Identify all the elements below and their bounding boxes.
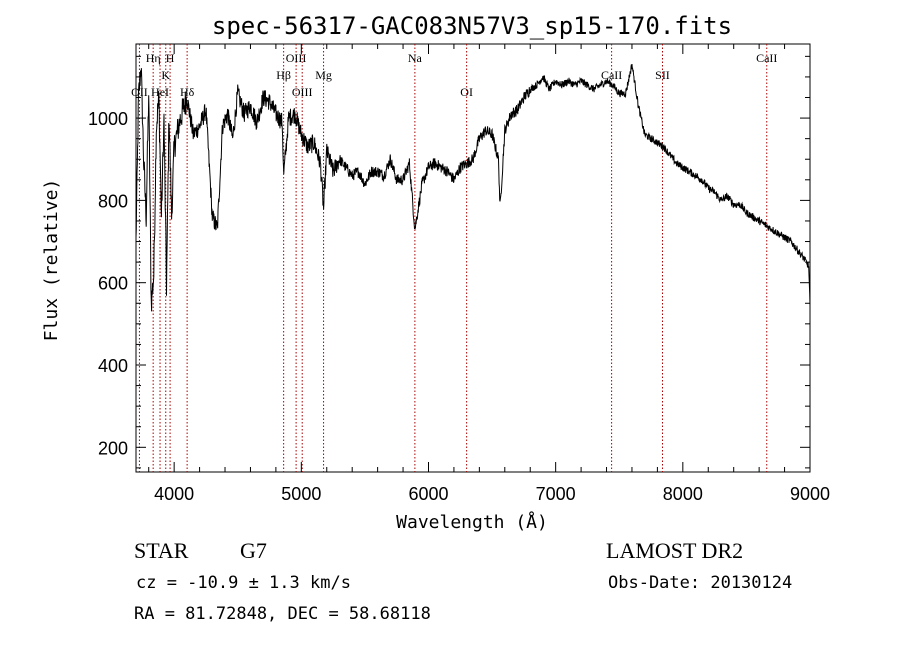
spectral-line-label: K: [161, 68, 170, 82]
x-tick-label: 5000: [281, 484, 321, 504]
spectral-line-label: Na: [408, 51, 423, 65]
spectral-line-label: CaII: [756, 51, 777, 65]
plot-frame: [135, 43, 811, 473]
y-tick-label: 800: [98, 191, 128, 211]
y-tick-label: 200: [98, 438, 128, 458]
spectral-line-label: OIII: [286, 51, 307, 65]
spectral-line-label: Hδ: [180, 85, 195, 99]
spectrum-line: [135, 63, 811, 312]
ra-dec-coordinates: RA = 81.72848, DEC = 58.68118: [134, 604, 431, 624]
spectral-line-label: H: [166, 51, 175, 65]
spectral-line-label: Hβ: [276, 68, 291, 82]
x-tick-label: 4000: [154, 484, 194, 504]
object-class: STAR: [134, 538, 189, 563]
x-axis-label: Wavelength (Å): [396, 511, 548, 533]
x-tick-label: 7000: [536, 484, 576, 504]
y-axis-label: Flux (relative): [41, 179, 62, 342]
observation-date: Obs-Date: 20130124: [608, 573, 793, 593]
survey-name: LAMOST DR2: [606, 538, 744, 563]
spectral-line-label: Hη: [146, 51, 161, 65]
x-tick-label: 8000: [663, 484, 703, 504]
spectral-line-label: Mg: [315, 68, 332, 82]
spectral-line-label: OII: [131, 85, 148, 99]
chart-title: spec-56317-GAC083N57V3_sp15-170.fits: [212, 12, 732, 40]
redshift-velocity: cz = -10.9 ± 1.3 km/s: [136, 573, 351, 593]
axis-ticks: 4000 5000 6000 7000 8000 9000 200 400 600 800 1000: [88, 44, 830, 504]
spectral-line-label: CaII: [601, 68, 622, 82]
x-tick-label: 6000: [408, 484, 448, 504]
spectral-line-label: HeI: [151, 85, 169, 99]
object-subclass: G7: [240, 538, 267, 563]
spectral-line-label: OIII: [292, 85, 313, 99]
y-tick-label: 400: [98, 356, 128, 376]
spectral-line-label: SII: [655, 68, 670, 82]
y-tick-label: 1000: [88, 109, 128, 129]
spectral-line-label: OI: [460, 85, 473, 99]
series-layer: [135, 63, 811, 312]
x-tick-label: 9000: [790, 484, 830, 504]
y-tick-label: 600: [98, 274, 128, 294]
